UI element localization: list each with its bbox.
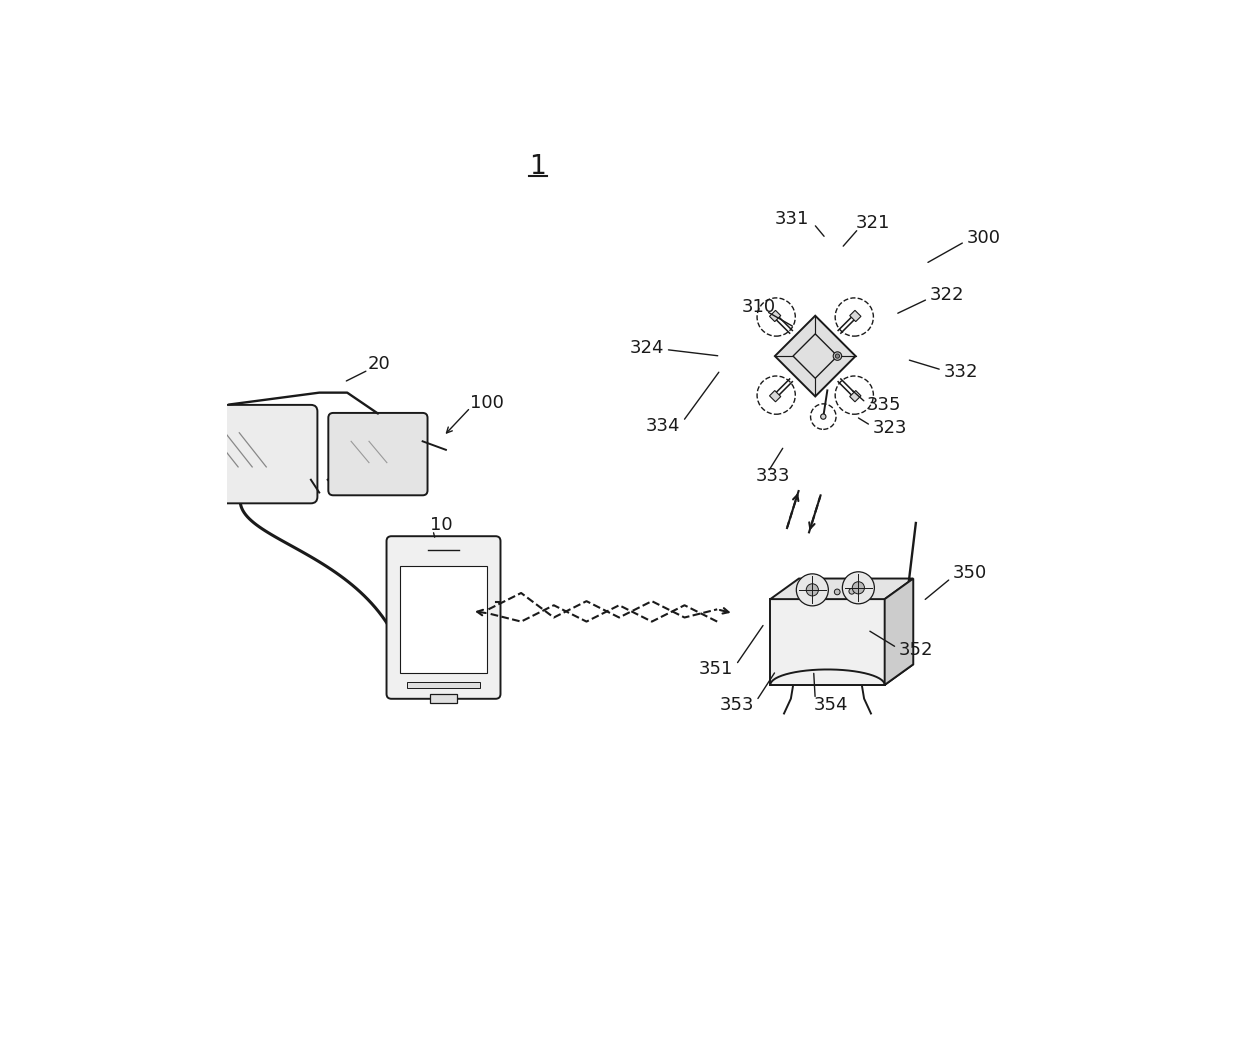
Polygon shape [770,599,884,685]
Text: 323: 323 [873,419,906,437]
Polygon shape [884,578,914,685]
Polygon shape [770,310,781,321]
Text: 353: 353 [719,696,754,714]
Bar [399,566,487,673]
Circle shape [849,589,854,594]
Polygon shape [775,316,856,397]
Text: 352: 352 [899,641,932,659]
Text: 332: 332 [944,364,978,381]
Text: 333: 333 [755,467,790,485]
Text: 300: 300 [966,228,1001,246]
Circle shape [806,584,818,596]
Text: 1: 1 [529,154,546,179]
Text: 335: 335 [867,396,901,414]
FancyBboxPatch shape [329,413,428,495]
Bar [430,694,456,703]
Polygon shape [770,664,914,685]
Text: 350: 350 [952,563,987,581]
Polygon shape [849,390,861,402]
Text: 331: 331 [774,210,808,228]
Text: 351: 351 [699,660,734,678]
Polygon shape [770,390,781,402]
Text: 324: 324 [630,338,665,356]
Circle shape [833,352,842,361]
Text: 322: 322 [930,285,965,303]
Circle shape [852,581,864,594]
Circle shape [796,574,828,606]
FancyBboxPatch shape [187,405,317,503]
Text: 334: 334 [646,417,681,435]
Text: 100: 100 [470,394,505,412]
Bar [407,682,480,688]
FancyBboxPatch shape [387,536,501,699]
Text: 20: 20 [367,355,391,373]
Polygon shape [770,578,914,599]
Circle shape [835,589,839,595]
Circle shape [836,354,839,359]
Polygon shape [849,310,861,321]
Text: 321: 321 [856,214,890,232]
Text: 354: 354 [813,696,848,714]
Circle shape [842,572,874,604]
Circle shape [821,414,826,419]
Text: 10: 10 [429,517,453,534]
Text: 310: 310 [742,298,776,316]
